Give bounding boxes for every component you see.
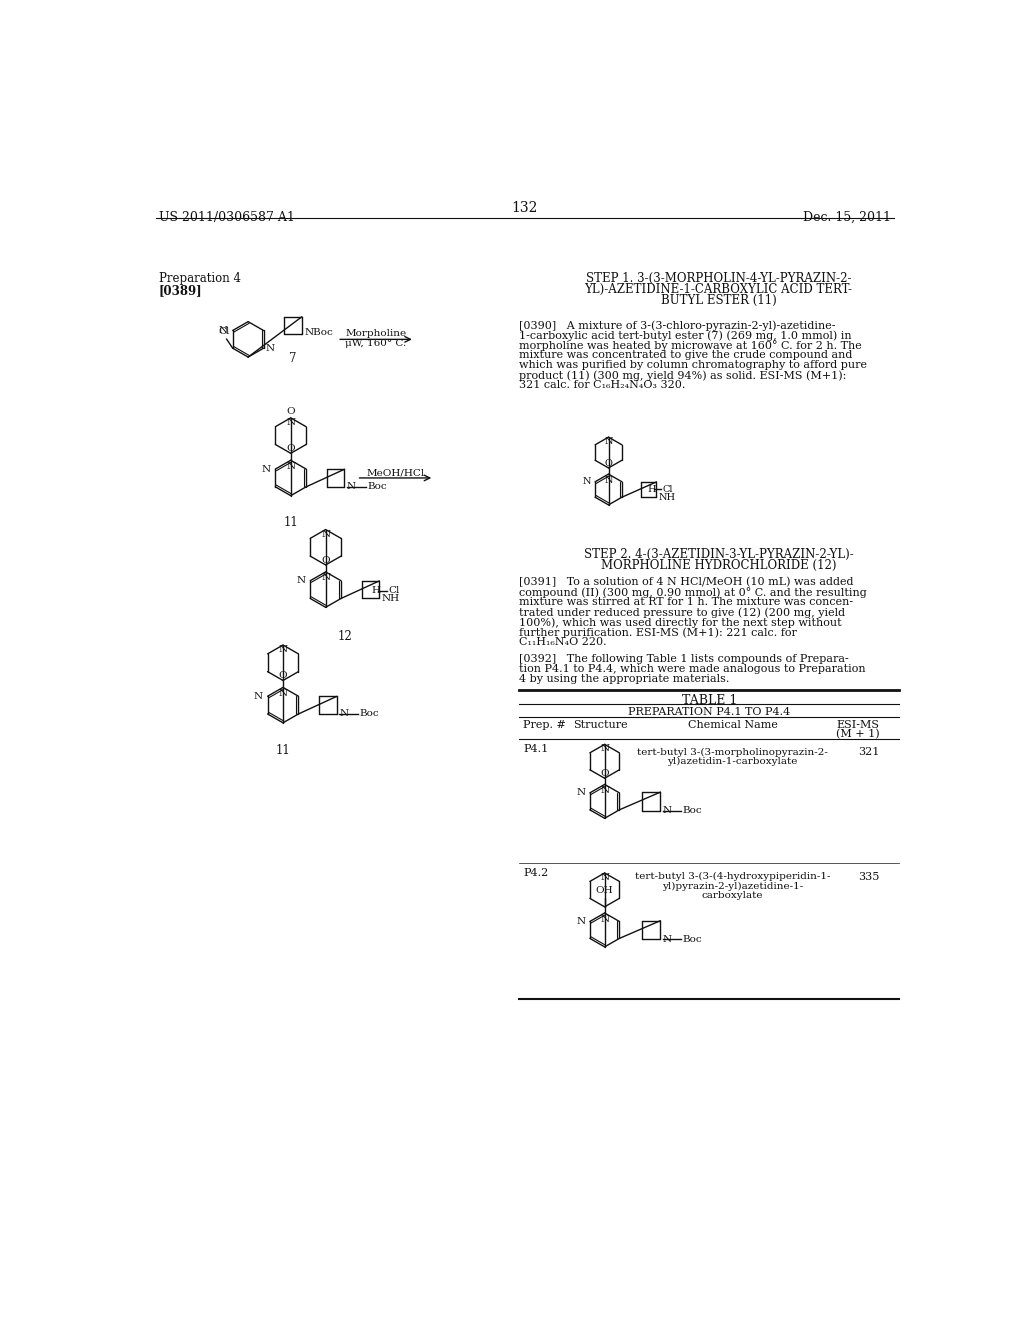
Text: H: H [371, 586, 380, 595]
Text: STEP 2. 4-(3-AZETIDIN-3-YL-PYRAZIN-2-YL)-: STEP 2. 4-(3-AZETIDIN-3-YL-PYRAZIN-2-YL)… [584, 548, 853, 561]
Text: P4.2: P4.2 [523, 869, 549, 878]
Text: P4.1: P4.1 [523, 743, 549, 754]
Text: N: N [347, 482, 356, 491]
Text: 11: 11 [284, 516, 298, 529]
Text: which was purified by column chromatography to afford pure: which was purified by column chromatogra… [519, 360, 867, 370]
Text: Prep. #: Prep. # [523, 721, 566, 730]
Text: 1-carboxylic acid tert-butyl ester (7) (269 mg, 1.0 mmol) in: 1-carboxylic acid tert-butyl ester (7) (… [519, 330, 852, 341]
Text: MORPHOLINE HYDROCHLORIDE (12): MORPHOLINE HYDROCHLORIDE (12) [601, 558, 837, 572]
Text: N: N [577, 917, 585, 925]
Text: Dec. 15, 2011: Dec. 15, 2011 [803, 211, 891, 224]
Text: N: N [600, 744, 609, 754]
Text: ESI-MS: ESI-MS [837, 721, 880, 730]
Text: [0392]   The following Table 1 lists compounds of Prepara-: [0392] The following Table 1 lists compo… [519, 655, 849, 664]
Text: N: N [322, 529, 330, 539]
Text: (M + 1): (M + 1) [837, 729, 880, 739]
Text: O: O [322, 556, 330, 565]
Text: tert-butyl 3-(3-(4-hydroxypiperidin-1-: tert-butyl 3-(3-(4-hydroxypiperidin-1- [635, 873, 830, 882]
Text: N: N [261, 465, 270, 474]
Text: compound (II) (300 mg, 0.90 mmol) at 0° C. and the resulting: compound (II) (300 mg, 0.90 mmol) at 0° … [519, 587, 867, 598]
Text: N: N [604, 475, 612, 484]
Text: N: N [663, 807, 672, 816]
Text: TABLE 1: TABLE 1 [682, 694, 737, 708]
Text: Boc: Boc [368, 482, 387, 491]
Text: N: N [604, 437, 612, 446]
Text: N: N [600, 785, 609, 795]
Text: 4 by using the appropriate materials.: 4 by using the appropriate materials. [519, 675, 730, 684]
Text: N: N [296, 577, 305, 585]
Text: OH: OH [596, 886, 613, 895]
Text: Preparation 4: Preparation 4 [159, 272, 241, 285]
Text: N: N [663, 935, 672, 944]
Text: N: N [286, 462, 295, 471]
Text: O: O [600, 770, 609, 779]
Text: Cl: Cl [218, 327, 229, 335]
Text: NBoc: NBoc [304, 329, 333, 337]
Text: N: N [218, 326, 227, 335]
Text: 100%), which was used directly for the next step without: 100%), which was used directly for the n… [519, 618, 842, 628]
Text: N: N [286, 418, 295, 426]
Text: PREPARATION P4.1 TO P4.4: PREPARATION P4.1 TO P4.4 [628, 706, 791, 717]
Text: morpholine was heated by microwave at 160° C. for 2 h. The: morpholine was heated by microwave at 16… [519, 341, 862, 351]
Text: N: N [279, 645, 288, 653]
Text: US 2011/0306587 A1: US 2011/0306587 A1 [159, 211, 295, 224]
Text: H: H [647, 484, 656, 494]
Text: mixture was stirred at RT for 1 h. The mixture was concen-: mixture was stirred at RT for 1 h. The m… [519, 598, 853, 607]
Text: N: N [339, 709, 348, 718]
Text: N: N [577, 788, 585, 797]
Text: STEP 1. 3-(3-MORPHOLIN-4-YL-PYRAZIN-2-: STEP 1. 3-(3-MORPHOLIN-4-YL-PYRAZIN-2- [586, 272, 851, 285]
Text: Morpholine: Morpholine [345, 329, 407, 338]
Text: C₁₁H₁₆N₄O 220.: C₁₁H₁₆N₄O 220. [519, 638, 607, 647]
Text: 321 calc. for C₁₆H₂₄N₄O₃ 320.: 321 calc. for C₁₆H₂₄N₄O₃ 320. [519, 380, 686, 391]
Text: 335: 335 [858, 873, 880, 882]
Text: N: N [322, 573, 330, 582]
Text: trated under reduced pressure to give (12) (200 mg, yield: trated under reduced pressure to give (1… [519, 607, 846, 618]
Text: [0391]   To a solution of 4 N HCl/MeOH (10 mL) was added: [0391] To a solution of 4 N HCl/MeOH (10… [519, 577, 854, 587]
Text: 321: 321 [858, 747, 880, 758]
Text: yl)azetidin-1-carboxylate: yl)azetidin-1-carboxylate [668, 756, 798, 766]
Text: [0390]   A mixture of 3-(3-chloro-pyrazin-2-yl)-azetidine-: [0390] A mixture of 3-(3-chloro-pyrazin-… [519, 321, 836, 331]
Text: product (11) (300 mg, yield 94%) as solid. ESI-MS (M+1):: product (11) (300 mg, yield 94%) as soli… [519, 370, 847, 380]
Text: O: O [604, 459, 612, 469]
Text: carboxylate: carboxylate [701, 891, 763, 900]
Text: NH: NH [658, 492, 676, 502]
Text: N: N [600, 873, 609, 882]
Text: 7: 7 [290, 352, 297, 366]
Text: mixture was concentrated to give the crude compound and: mixture was concentrated to give the cru… [519, 350, 853, 360]
Text: tion P4.1 to P4.4, which were made analogous to Preparation: tion P4.1 to P4.4, which were made analo… [519, 664, 866, 675]
Text: Boc: Boc [683, 807, 702, 816]
Text: N: N [265, 343, 274, 352]
Text: 11: 11 [275, 743, 291, 756]
Text: Structure: Structure [573, 721, 628, 730]
Text: BUTYL ESTER (11): BUTYL ESTER (11) [660, 294, 776, 308]
Text: further purification. ESI-MS (M+1): 221 calc. for: further purification. ESI-MS (M+1): 221 … [519, 627, 798, 638]
Text: O: O [279, 672, 288, 681]
Text: Cl: Cl [663, 484, 674, 494]
Text: O: O [287, 407, 295, 416]
Text: N: N [254, 692, 263, 701]
Text: Chemical Name: Chemical Name [687, 721, 777, 730]
Text: 132: 132 [512, 202, 538, 215]
Text: MeOH/HCl: MeOH/HCl [367, 469, 425, 478]
Text: [0389]: [0389] [159, 284, 203, 297]
Text: 12: 12 [338, 630, 352, 643]
Text: O: O [287, 445, 295, 453]
Text: N: N [600, 915, 609, 924]
Text: Boc: Boc [683, 935, 702, 944]
Text: YL)-AZETIDINE-1-CARBOXYLIC ACID TERT-: YL)-AZETIDINE-1-CARBOXYLIC ACID TERT- [585, 284, 853, 296]
Text: NH: NH [382, 594, 399, 603]
Text: N: N [279, 689, 288, 698]
Text: Cl: Cl [388, 586, 399, 595]
Text: μW, 160° C.: μW, 160° C. [345, 339, 407, 348]
Text: yl)pyrazin-2-yl)azetidine-1-: yl)pyrazin-2-yl)azetidine-1- [662, 882, 803, 891]
Text: tert-butyl 3-(3-morpholinopyrazin-2-: tert-butyl 3-(3-morpholinopyrazin-2- [637, 747, 828, 756]
Text: N: N [583, 478, 591, 486]
Text: Boc: Boc [360, 709, 380, 718]
